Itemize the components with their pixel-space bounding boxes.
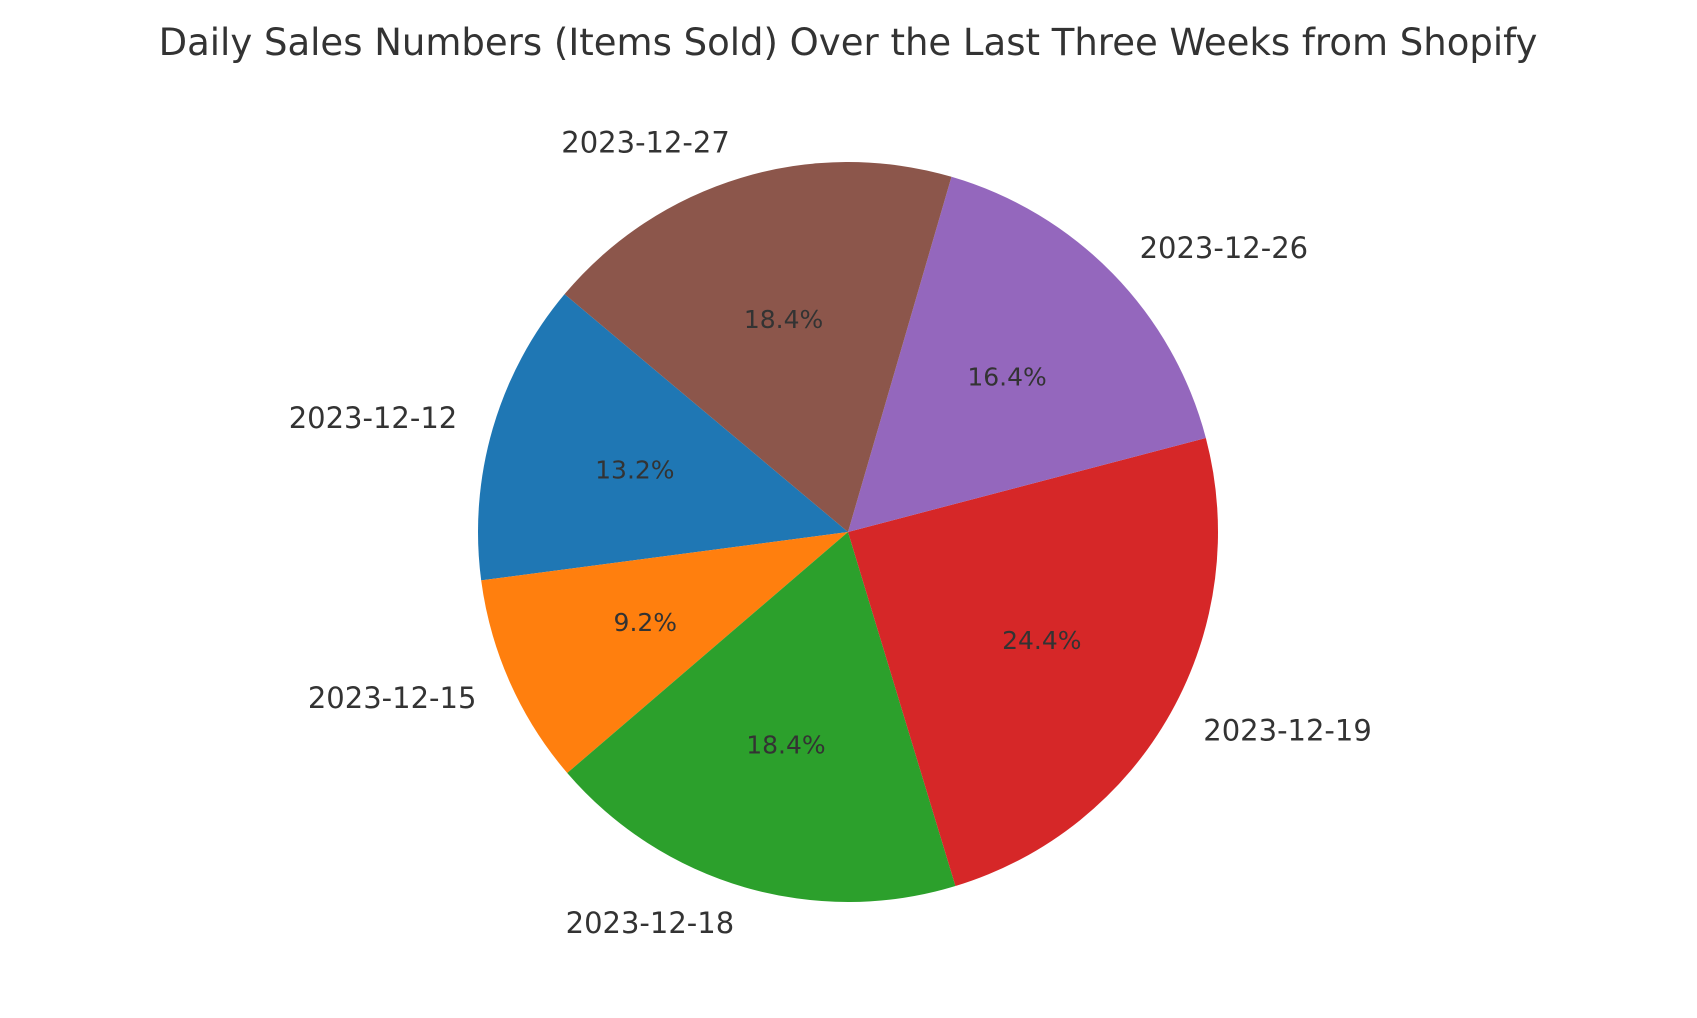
slice-label: 2023-12-12: [289, 401, 458, 435]
pie-slice-2023-12-19: [848, 437, 1219, 887]
slice-percent-label: 18.4%: [744, 305, 823, 334]
slice-label: 2023-12-27: [561, 126, 730, 160]
slice-label: 2023-12-18: [566, 906, 735, 940]
pie-slice-2023-12-26: [848, 176, 1206, 532]
slice-label: 2023-12-19: [1203, 714, 1372, 748]
chart-title: Daily Sales Numbers (Items Sold) Over th…: [159, 21, 1538, 64]
slice-percent-label: 13.2%: [595, 455, 674, 484]
pie-slice-2023-12-12: [478, 294, 848, 581]
slice-label: 2023-12-15: [308, 681, 477, 715]
pie-slice-2023-12-27: [564, 162, 952, 532]
slice-percent-label: 9.2%: [614, 608, 678, 637]
slice-percent-label: 16.4%: [967, 363, 1046, 392]
pie-slice-2023-12-18: [567, 532, 956, 903]
slice-percent-label: 24.4%: [1002, 626, 1081, 655]
slice-label: 2023-12-26: [1140, 231, 1309, 265]
pie-slice-2023-12-15: [481, 532, 848, 773]
slice-percent-label: 18.4%: [746, 731, 825, 760]
